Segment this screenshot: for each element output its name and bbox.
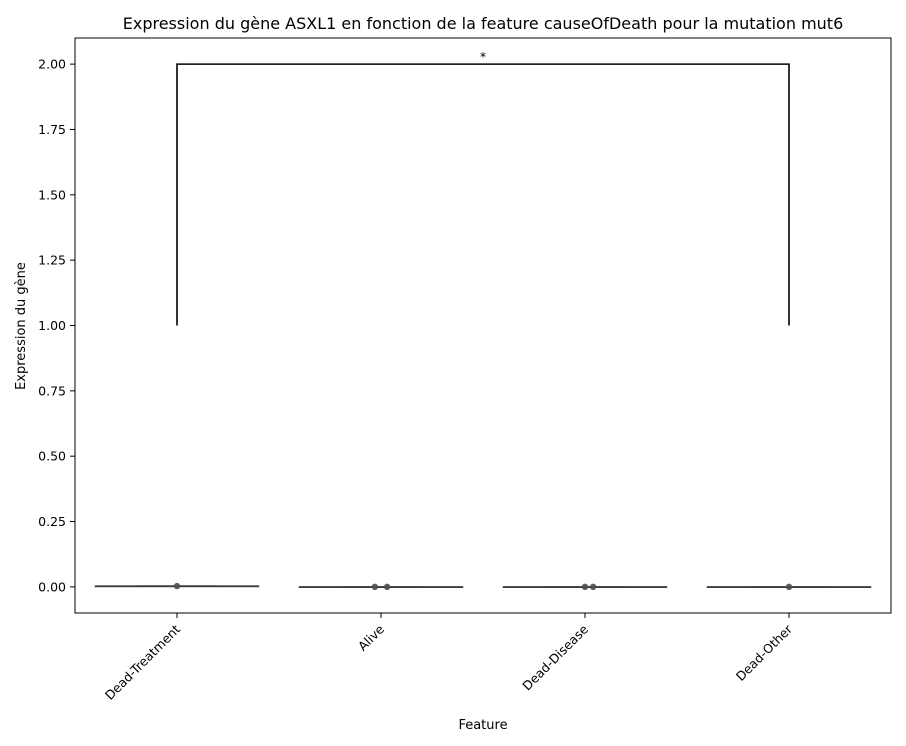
y-tick-label: 0.50 <box>38 449 66 464</box>
data-point <box>785 583 793 591</box>
data-point <box>589 583 597 591</box>
data-point <box>371 583 379 591</box>
x-tick-label: Dead-Disease <box>519 621 591 693</box>
data-point <box>581 583 589 591</box>
chart-title: Expression du gène ASXL1 en fonction de … <box>123 14 844 33</box>
axis-ticks: 0.00 0.25 0.50 0.75 1.00 1.25 1.50 1.75 2.00 Dead… <box>38 57 796 703</box>
boxes <box>94 585 872 589</box>
plot-area-frame <box>74 37 892 614</box>
x-tick-label: Dead-Treatment <box>102 621 183 702</box>
y-tick-label: 1.00 <box>38 318 66 333</box>
data-point <box>173 582 181 590</box>
x-tick-label: Dead-Other <box>733 621 796 684</box>
y-axis-label: Expression du gène <box>14 262 29 390</box>
y-tick-label: 1.25 <box>38 253 66 268</box>
y-tick-label: 0.00 <box>38 579 66 594</box>
significance-bracket <box>176 63 790 326</box>
x-tick-label: Alive <box>355 621 387 653</box>
significance-label: * <box>480 49 486 64</box>
y-tick-label: 1.75 <box>38 122 66 137</box>
annotations: * <box>176 49 790 326</box>
y-tick-label: 2.00 <box>38 57 66 72</box>
data-point <box>383 583 391 591</box>
data-points <box>173 582 793 591</box>
x-axis-label: Feature <box>458 718 507 733</box>
y-tick-label: 0.25 <box>38 514 66 529</box>
y-tick-label: 0.75 <box>38 383 66 398</box>
y-tick-label: 1.50 <box>38 187 66 202</box>
